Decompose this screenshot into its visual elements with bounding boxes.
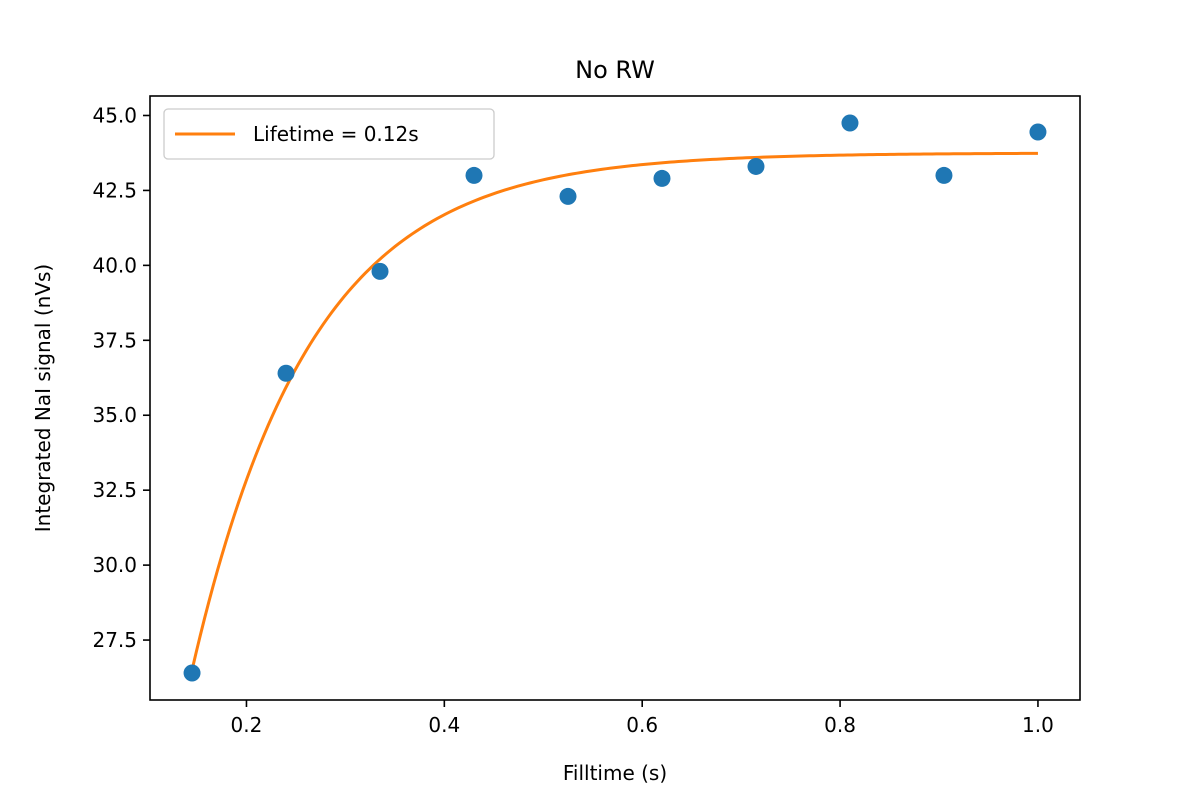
y-tick-label: 37.5 [92, 328, 137, 352]
x-tick-label: 0.4 [428, 713, 460, 737]
data-point [935, 166, 953, 184]
data-point [747, 157, 765, 175]
x-axis: 0.2 0.4 0.6 0.8 1.0 [231, 700, 1054, 737]
legend: Lifetime = 0.12s [163, 108, 495, 160]
x-tick-label: 1.0 [1022, 713, 1054, 737]
x-tick-label: 0.2 [231, 713, 263, 737]
y-tick-label: 32.5 [92, 478, 137, 502]
data-point [841, 114, 859, 132]
y-tick-label: 27.5 [92, 628, 137, 652]
x-tick-label: 0.6 [626, 713, 658, 737]
x-tick-label: 0.8 [824, 713, 856, 737]
axes-frame [149, 95, 1081, 701]
y-axis: 27.5 30.0 32.5 35.0 37.5 40.0 42.5 45.0 [92, 103, 150, 652]
data-point [183, 664, 201, 682]
y-tick-label: 42.5 [92, 178, 137, 202]
chart-title: No RW [575, 56, 655, 84]
x-axis-label: Filltime (s) [563, 761, 667, 785]
y-tick-label: 40.0 [92, 253, 137, 277]
plot-area [183, 114, 1047, 682]
data-point [559, 187, 577, 205]
legend-label: Lifetime = 0.12s [253, 122, 419, 146]
y-axis-label: Integrated NaI signal (nVs) [31, 264, 55, 532]
legend-frame [163, 108, 495, 160]
data-point [371, 262, 389, 280]
data-point [277, 364, 295, 382]
data-point [465, 166, 483, 184]
y-tick-label: 35.0 [92, 403, 137, 427]
y-tick-label: 45.0 [92, 103, 137, 127]
data-point [1029, 123, 1047, 141]
data-point [653, 169, 671, 187]
y-tick-label: 30.0 [92, 553, 137, 577]
fit-line [190, 151, 1038, 671]
